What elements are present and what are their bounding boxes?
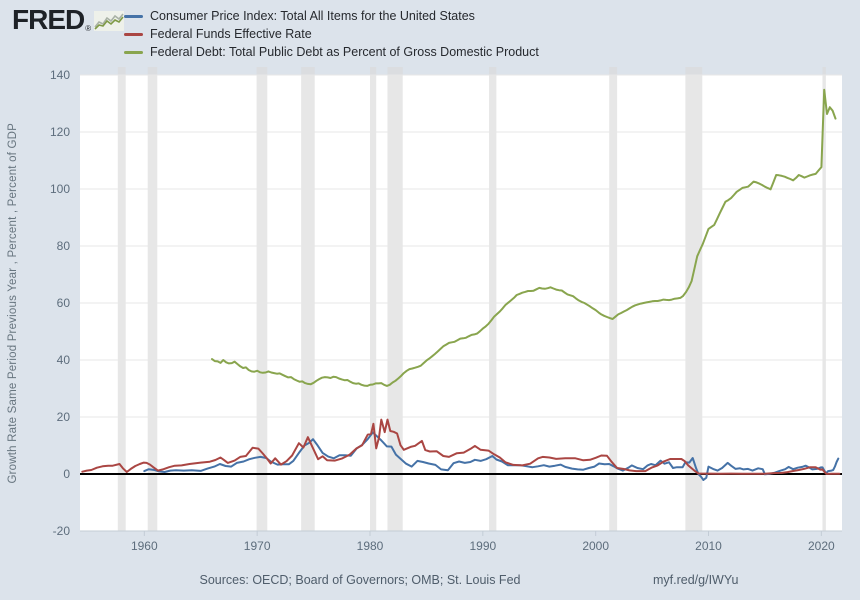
legend-item-cpi[interactable]: Consumer Price Index: Total All Items fo… bbox=[124, 7, 539, 25]
y-tick-label: 0 bbox=[63, 467, 70, 481]
x-tick-label: 1980 bbox=[357, 539, 384, 553]
recession-band bbox=[387, 67, 403, 531]
legend-dash-cpi-icon bbox=[124, 14, 143, 18]
y-tick-label: 60 bbox=[57, 296, 71, 310]
legend-label-fedfunds: Federal Funds Effective Rate bbox=[150, 27, 312, 41]
recession-band bbox=[369, 67, 377, 531]
series-line-1 bbox=[81, 418, 841, 475]
recession-band bbox=[256, 67, 268, 531]
x-tick-label: 2010 bbox=[695, 539, 722, 553]
y-axis-title: Growth Rate Same Period Previous Year , … bbox=[7, 122, 19, 484]
fred-logo-text: FRED bbox=[12, 4, 85, 35]
sources-note: Sources: OECD; Board of Governors; OMB; … bbox=[199, 573, 521, 587]
legend-dash-federal-debt-icon bbox=[124, 50, 143, 54]
x-tick-label: 1970 bbox=[244, 539, 271, 553]
registered-mark-icon: ® bbox=[85, 24, 92, 33]
recession-band bbox=[117, 67, 126, 531]
y-axis-title-wrap: Growth Rate Same Period Previous Year , … bbox=[0, 75, 26, 531]
y-tick-label: 100 bbox=[50, 182, 70, 196]
x-tick-label: 2020 bbox=[808, 539, 835, 553]
legend-label-federal-debt: Federal Debt: Total Public Debt as Perce… bbox=[150, 45, 539, 59]
recession-band bbox=[489, 67, 497, 531]
x-tick-label: 1990 bbox=[469, 539, 496, 553]
legend-dash-fedfunds-icon bbox=[124, 32, 143, 36]
x-tick-label: 2000 bbox=[582, 539, 609, 553]
recession-band bbox=[609, 67, 618, 531]
y-tick-label: 120 bbox=[50, 125, 70, 139]
recession-band bbox=[822, 67, 826, 531]
legend-item-federal-debt[interactable]: Federal Debt: Total Public Debt as Perce… bbox=[124, 43, 539, 61]
header: FRED ® bbox=[12, 4, 125, 35]
sparkline-icon bbox=[94, 11, 125, 31]
recession-band bbox=[301, 67, 315, 531]
y-tick-label: 40 bbox=[57, 353, 71, 367]
recession-band bbox=[147, 67, 158, 531]
y-tick-label: -20 bbox=[53, 524, 71, 538]
series-line-0 bbox=[143, 431, 840, 481]
fred-logo[interactable]: FRED ® bbox=[12, 4, 125, 35]
legend-label-cpi: Consumer Price Index: Total All Items fo… bbox=[150, 9, 475, 23]
series-line-2 bbox=[211, 88, 837, 387]
x-tick-label: 1960 bbox=[131, 539, 158, 553]
short-url-link[interactable]: myf.red/g/IWYu bbox=[653, 573, 739, 587]
y-tick-label: 140 bbox=[50, 68, 70, 82]
y-tick-label: 20 bbox=[57, 410, 71, 424]
recession-band bbox=[685, 67, 703, 531]
y-tick-label: 80 bbox=[57, 239, 71, 253]
legend-item-fedfunds[interactable]: Federal Funds Effective Rate bbox=[124, 25, 539, 43]
chart-legend: Consumer Price Index: Total All Items fo… bbox=[124, 7, 539, 61]
